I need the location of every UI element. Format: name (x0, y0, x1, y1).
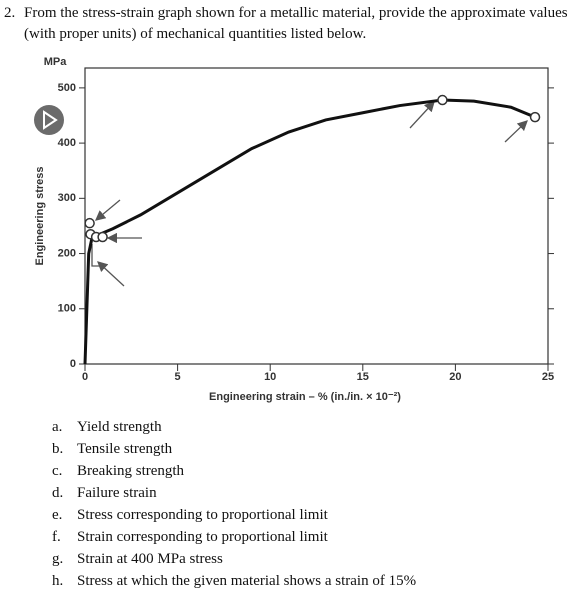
video-play-icon[interactable] (34, 105, 64, 135)
list-item: e. Stress corresponding to proportional l… (52, 504, 416, 526)
x-axis-label: Engineering strain – % (in./in. × 10⁻²) (209, 391, 401, 403)
stress-strain-curve (83, 98, 536, 365)
list-item: h. Stress at which the given material sho… (52, 570, 416, 592)
item-text: Stress at which the given material shows… (77, 573, 417, 589)
x-tick-label: 15 (357, 371, 369, 383)
x-tick-label: 0 (82, 371, 88, 383)
point-marker (437, 94, 448, 106)
item-text: Yield strength (77, 419, 162, 435)
y-tick-label: 400 (58, 137, 76, 149)
x-tick-label: 5 (175, 371, 181, 383)
item-letter: h. (52, 573, 64, 589)
item-text: Tensile strength (77, 441, 173, 457)
y-axis-label: Engineering stress (34, 166, 46, 265)
item-text: Breaking strength (77, 463, 185, 479)
item-letter: f. (52, 529, 61, 545)
list-item: f. Strain corresponding to proportional l… (52, 526, 416, 548)
item-letter: g. (52, 551, 64, 567)
question-number: 2. (4, 5, 16, 21)
list-item: b. Tensile strength (52, 438, 416, 460)
x-tick-label: 25 (542, 371, 554, 383)
point-marker (529, 111, 541, 123)
annotation-arrows (91, 101, 528, 287)
item-letter: b. (52, 441, 64, 457)
y-unit: MPa (44, 56, 68, 68)
item-letter: e. (52, 507, 63, 523)
chart: MPa Engineering stress Engineering strai… (34, 56, 554, 403)
item-text: Failure strain (77, 485, 157, 501)
list-item: c. Breaking strength (52, 460, 416, 482)
plot-frame (84, 67, 549, 365)
list-item: g. Strain at 400 MPa stress (52, 548, 416, 570)
item-letter: a. (52, 419, 63, 435)
y-tick-label: 200 (58, 247, 76, 259)
point-marker (84, 217, 95, 229)
list-item: a. Yield strength (52, 416, 416, 438)
item-list: a. Yield strength b. Tensile strength c. Brea… (52, 416, 416, 592)
item-text: Strain at 400 MPa stress (77, 551, 223, 567)
point-marker (97, 231, 108, 243)
item-letter: c. (52, 463, 63, 479)
y-tick-label: 0 (70, 358, 76, 370)
list-item: d. Failure strain (52, 482, 416, 504)
item-text: Strain corresponding to proportional lim… (77, 529, 328, 545)
item-text: Stress corresponding to proportional lim… (77, 507, 328, 523)
y-tick-label: 500 (58, 82, 76, 94)
x-tick-label: 20 (449, 371, 461, 383)
y-tick-label: 100 (58, 303, 76, 315)
y-tick-label: 300 (58, 192, 76, 204)
x-tick-label: 10 (264, 371, 276, 383)
question-text: From the stress-strain graph shown for a… (24, 5, 568, 42)
item-letter: d. (52, 485, 64, 501)
